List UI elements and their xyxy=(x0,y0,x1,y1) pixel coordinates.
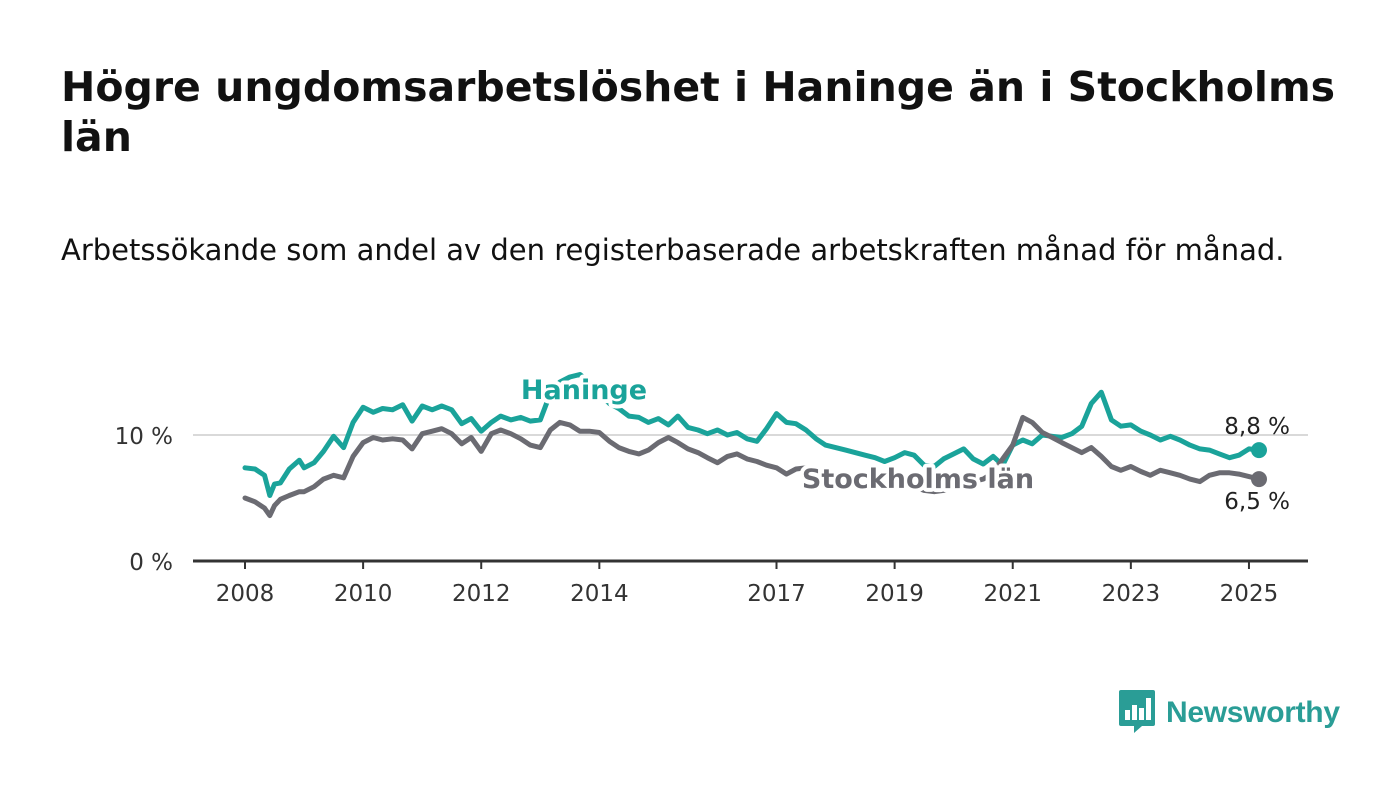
series-name-label-haninge: Haninge xyxy=(521,375,647,406)
series-line-haninge xyxy=(242,372,1262,498)
chart-title: Högre ungdomsarbetslöshet i Haninge än i… xyxy=(61,63,1336,161)
axes: 0 % 10 % 2008 2010 2012 2014 2017 2019 2021 2023 2… xyxy=(115,424,1308,607)
x-tick-label: 2014 xyxy=(570,581,629,607)
x-tick-label: 2021 xyxy=(983,581,1042,607)
end-value-label-stockholms-lan: 6,5 % xyxy=(1224,489,1290,515)
x-tick-label: 2025 xyxy=(1220,581,1279,607)
x-tick-label: 2012 xyxy=(452,581,511,607)
chart-subtitle: Arbetssökande som andel av den registerb… xyxy=(61,233,1285,267)
series-name-label-stockholms-lan: Stockholms län xyxy=(802,464,1034,495)
x-tick-label: 2017 xyxy=(747,581,806,607)
y-tick-label: 0 % xyxy=(129,550,173,576)
series-line-stockholms-lan xyxy=(242,414,1262,519)
x-tick-label: 2008 xyxy=(216,581,275,607)
brand-name: Newsworthy xyxy=(1166,696,1340,729)
series-lines xyxy=(242,372,1267,519)
end-value-label-haninge: 8,8 % xyxy=(1224,414,1290,440)
y-tick-label: 10 % xyxy=(115,424,173,450)
x-tick-label: 2019 xyxy=(865,581,924,607)
x-tick-label: 2010 xyxy=(334,581,393,607)
x-tick-label: 2023 xyxy=(1102,581,1161,607)
line-labels: 8,8 % 6,5 % Haninge Stockholms län xyxy=(517,371,1290,515)
series-end-dot-stockholms-lan xyxy=(1251,471,1267,488)
newsworthy-bar-chart-bubble-icon xyxy=(1118,688,1156,738)
newsworthy-logo: Newsworthy xyxy=(1118,690,1340,736)
series-end-dot-haninge xyxy=(1251,442,1267,459)
